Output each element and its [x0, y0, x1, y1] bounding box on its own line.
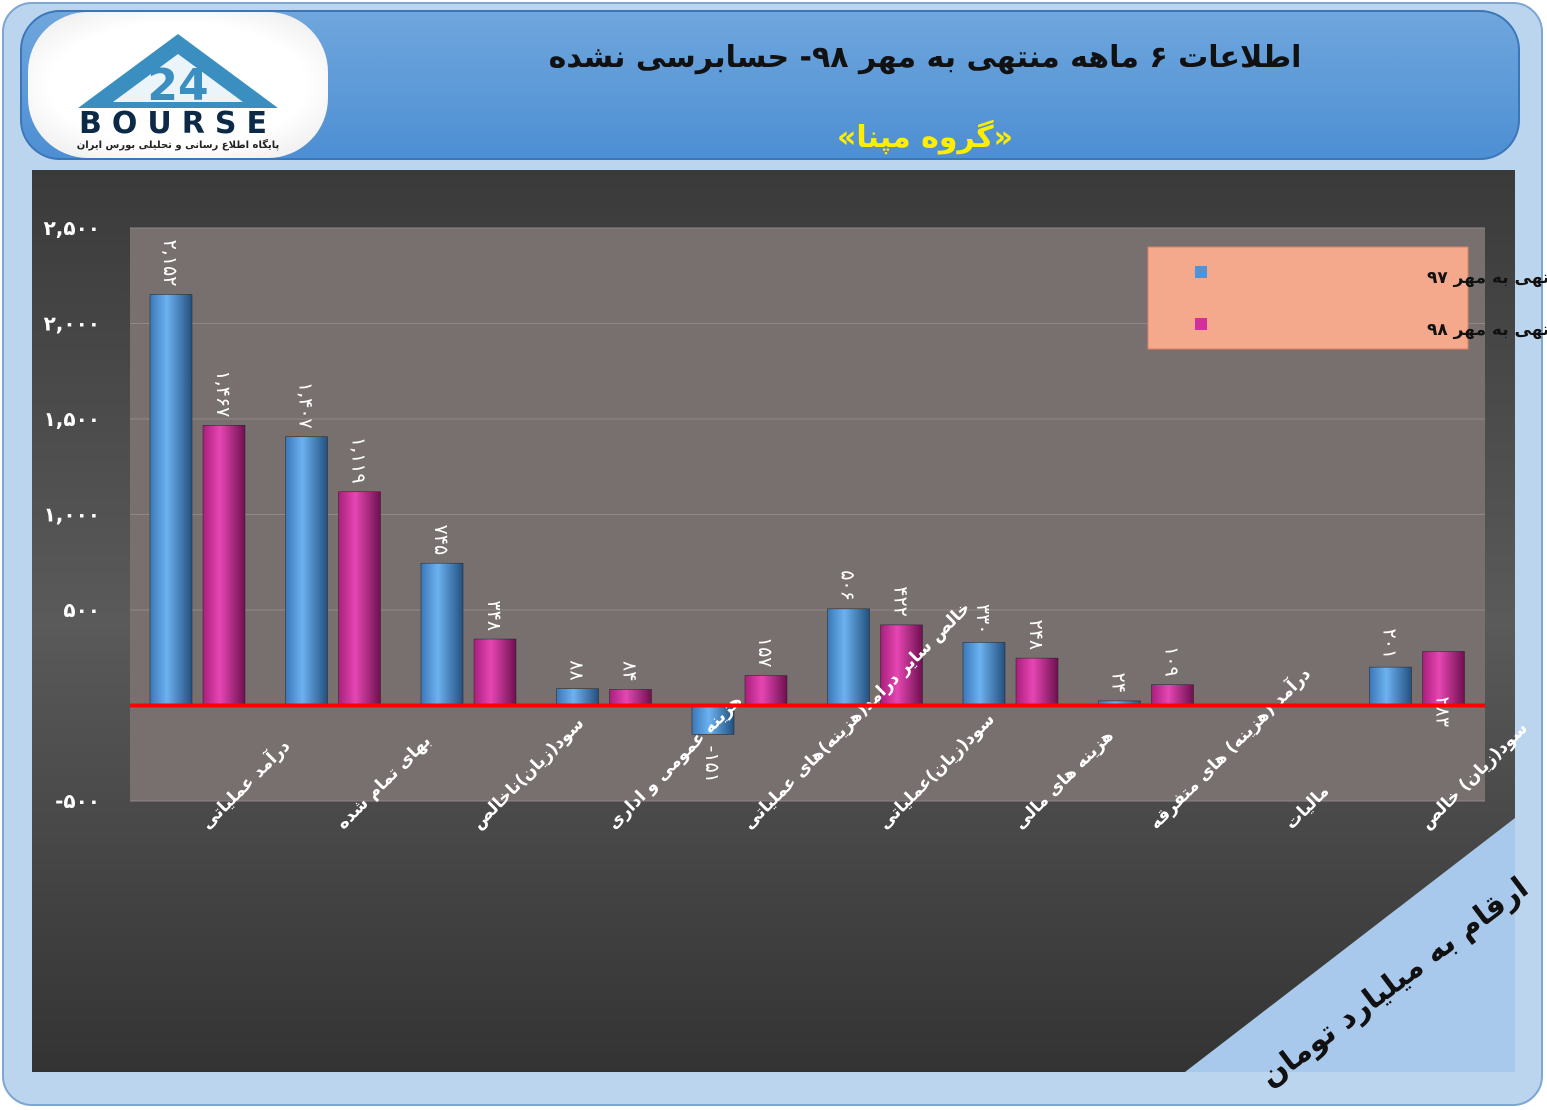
data-label: ۴۲۲	[890, 586, 912, 617]
y-tick-label: ۵۰۰	[63, 598, 100, 622]
y-tick-label: ۱,۵۰۰	[44, 407, 100, 431]
bar-98	[880, 624, 923, 706]
bar-97	[827, 608, 870, 706]
legend-swatch-97	[1195, 266, 1207, 278]
data-label: ۵۰۶	[837, 570, 859, 601]
data-label: -۱۵۱	[701, 746, 723, 783]
bar-97	[285, 436, 328, 706]
logo-text: BOURSE	[79, 106, 277, 141]
legend-swatch-98	[1195, 318, 1207, 330]
bar-98	[609, 689, 652, 706]
bar-97	[420, 562, 464, 706]
data-label: ۲,۱۵۲	[159, 240, 181, 287]
logo: 24 BOURSE پایگاه اطلاع رسانی و تحلیلی بو…	[28, 12, 328, 158]
bar-97	[691, 705, 735, 735]
data-label: ۲۴۸	[1025, 620, 1047, 651]
bar-97	[556, 688, 599, 706]
data-label: ۱,۴۰۷	[295, 382, 317, 429]
data-label: ۱,۱۱۹	[348, 437, 370, 484]
legend-label-97: عملکرد منتهی به مهر ۹۷	[1427, 268, 1547, 288]
data-label: ۷۴۵	[430, 525, 452, 556]
y-tick-label: ۲,۵۰۰	[44, 216, 100, 240]
y-tick-label: ۱,۰۰۰	[44, 503, 100, 527]
data-label: ۲۴	[1108, 672, 1130, 692]
bar-98	[1422, 651, 1465, 706]
data-label: ۱,۴۶۷	[212, 370, 234, 417]
data-label: ۳۴۸	[483, 600, 505, 631]
bar-98	[744, 675, 788, 706]
bar-97	[1369, 666, 1412, 706]
legend-label-98: عملکرد منتهی به مهر ۹۸	[1427, 320, 1547, 340]
data-label: ۲۰۱	[1379, 628, 1401, 659]
bar-98	[338, 491, 381, 706]
data-label: ۲۸۳	[1432, 696, 1454, 727]
page-title: اطلاعات ۶ ماهه منتهی به مهر ۹۸- حسابرسی …	[548, 40, 1302, 75]
data-label: ۳۳۰	[972, 604, 994, 635]
legend: عملکرد منتهی به مهر ۹۷ عملکرد منتهی به م…	[1147, 246, 1547, 350]
logo-tagline: پایگاه اطلاع رسانی و تحلیلی بورس ایران	[76, 140, 280, 151]
y-tick-label: ۲,۰۰۰	[44, 312, 100, 336]
svg-text:24: 24	[147, 60, 208, 111]
y-tick-label: -۵۰۰	[55, 789, 100, 813]
bar-97	[149, 294, 193, 706]
bar-98	[202, 425, 246, 706]
data-label: ۱۰۹	[1161, 646, 1183, 677]
data-label: ۸۴	[619, 661, 641, 681]
data-label: ۸۸	[566, 660, 588, 680]
page-subtitle: «گروه مپنا»	[836, 120, 1013, 155]
bar-98	[473, 638, 517, 706]
legend-box	[1147, 246, 1469, 350]
bar-98	[1015, 657, 1059, 706]
logo-mark-icon: 24	[78, 34, 278, 111]
bar-98	[1151, 684, 1194, 706]
bar-97	[962, 642, 1006, 706]
data-label: ۱۵۷	[754, 637, 776, 668]
